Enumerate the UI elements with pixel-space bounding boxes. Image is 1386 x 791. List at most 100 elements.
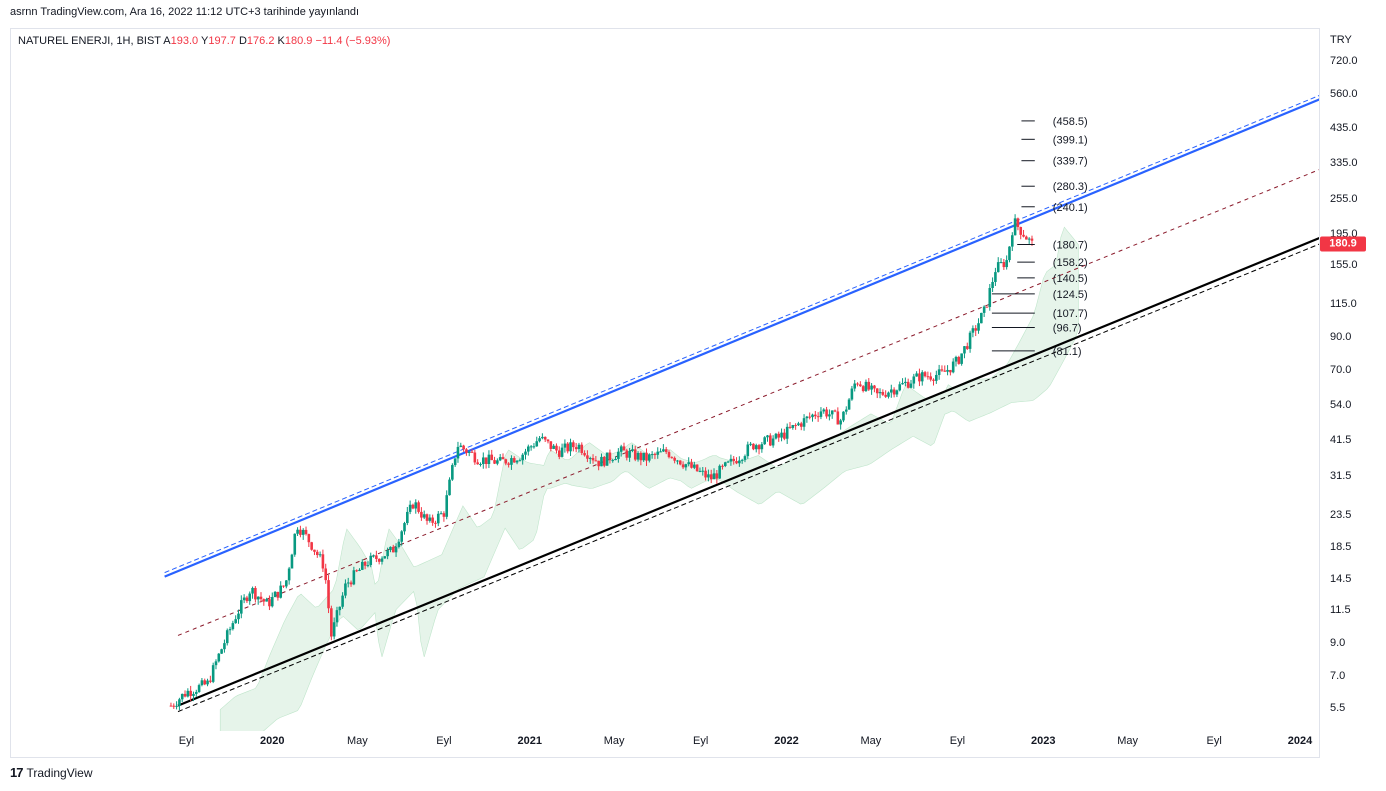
price-tick-label: 115.0 (1330, 298, 1357, 311)
price-tick-label: 255.0 (1330, 192, 1358, 205)
candle-down (949, 369, 952, 373)
candle-up (588, 457, 592, 459)
candle-up (344, 583, 347, 596)
candle-down (169, 705, 173, 707)
candle-down (929, 376, 932, 380)
candle-down (664, 449, 668, 453)
candle-down (926, 376, 930, 378)
footer[interactable]: 17 TradingView (10, 765, 93, 780)
candle-down (299, 529, 302, 535)
candle-down (594, 460, 598, 462)
candle-up (996, 262, 1000, 273)
candle-down (881, 392, 885, 395)
candle-down (490, 454, 494, 461)
candle-down (268, 599, 271, 607)
candle-down (816, 416, 820, 418)
candle-up (296, 529, 299, 534)
candle-down (985, 306, 989, 308)
candle-up (920, 372, 924, 382)
candle-down (639, 452, 643, 461)
candle-up (206, 680, 209, 685)
candle-down (777, 433, 781, 438)
candle-up (341, 595, 344, 607)
candle-up (532, 446, 536, 448)
candle-up (662, 449, 665, 452)
candle-up (743, 456, 747, 460)
upper-channel-dashed (164, 95, 1319, 574)
candle-up (937, 369, 941, 375)
candle-up (372, 555, 375, 557)
time-tick-label: 2023 (1030, 735, 1056, 747)
candle-down (709, 474, 713, 480)
candle-down (442, 513, 446, 517)
candle-up (611, 460, 615, 462)
candle-down (873, 385, 876, 389)
high-label: Y (201, 35, 209, 47)
candle-up (707, 474, 710, 478)
symbol-name: NATUREL ENERJI, 1H, BIST (18, 35, 161, 47)
candle-up (318, 554, 322, 556)
change-value: −11.4 (−5.93%) (315, 35, 391, 47)
price-tick-label: 5.5 (1330, 702, 1346, 714)
candle-down (304, 529, 308, 535)
candle-down (715, 473, 719, 479)
candle-up (605, 452, 609, 466)
candle-up (729, 458, 733, 462)
candle-up (830, 410, 834, 415)
currency-label[interactable]: TRY (1330, 34, 1352, 46)
candle-down (788, 426, 792, 428)
candle-down (1016, 218, 1020, 228)
candle-down (543, 436, 547, 440)
candle-up (453, 458, 457, 466)
candle-up (636, 452, 640, 460)
candle-down (943, 370, 947, 372)
candle-up (771, 438, 775, 446)
candle-up (684, 464, 688, 468)
candle-down (808, 416, 811, 418)
candle-up (293, 533, 297, 555)
candle-up (256, 596, 260, 600)
price-tick-label: 560.0 (1330, 88, 1358, 101)
candle-up (968, 332, 972, 349)
candle-down (574, 447, 578, 450)
candle-up (619, 446, 623, 452)
candle-up (467, 451, 471, 454)
candle-up (194, 691, 198, 694)
candle-down (875, 388, 879, 394)
candle-up (456, 446, 460, 459)
candle-down (183, 693, 187, 697)
candle-up (999, 262, 1003, 264)
fib-level-label: (96.7) (1053, 322, 1082, 334)
candle-up (935, 374, 938, 381)
candle-down (681, 464, 685, 468)
candle-up (510, 458, 513, 465)
candle-up (408, 504, 412, 512)
candle-up (912, 376, 916, 384)
candle-up (963, 346, 966, 354)
price-tick-label: 155.0 (1330, 258, 1358, 271)
candle-up (496, 460, 499, 464)
time-tick-label: Eyl (1206, 735, 1222, 747)
candle-up (383, 556, 387, 559)
candle-up (895, 390, 899, 395)
candle-down (484, 457, 488, 464)
candle-up (414, 502, 418, 509)
fib-level-label: (240.1) (1053, 202, 1088, 214)
candle-up (369, 555, 373, 566)
candle-down (814, 414, 817, 417)
time-tick-label: Eyl (693, 735, 709, 747)
candle-up (524, 451, 527, 455)
candle-up (774, 433, 778, 439)
chart-pane[interactable] (10, 28, 1320, 758)
candle-down (476, 462, 479, 465)
price-tick-label: 14.5 (1330, 573, 1352, 586)
candle-up (1013, 218, 1017, 236)
candle-up (237, 613, 240, 620)
candle-up (864, 381, 868, 392)
candle-up (560, 447, 564, 457)
fib-level-label: (399.1) (1053, 134, 1088, 146)
candle-up (828, 414, 831, 417)
candle-down (501, 457, 505, 460)
candle-down (262, 599, 266, 602)
